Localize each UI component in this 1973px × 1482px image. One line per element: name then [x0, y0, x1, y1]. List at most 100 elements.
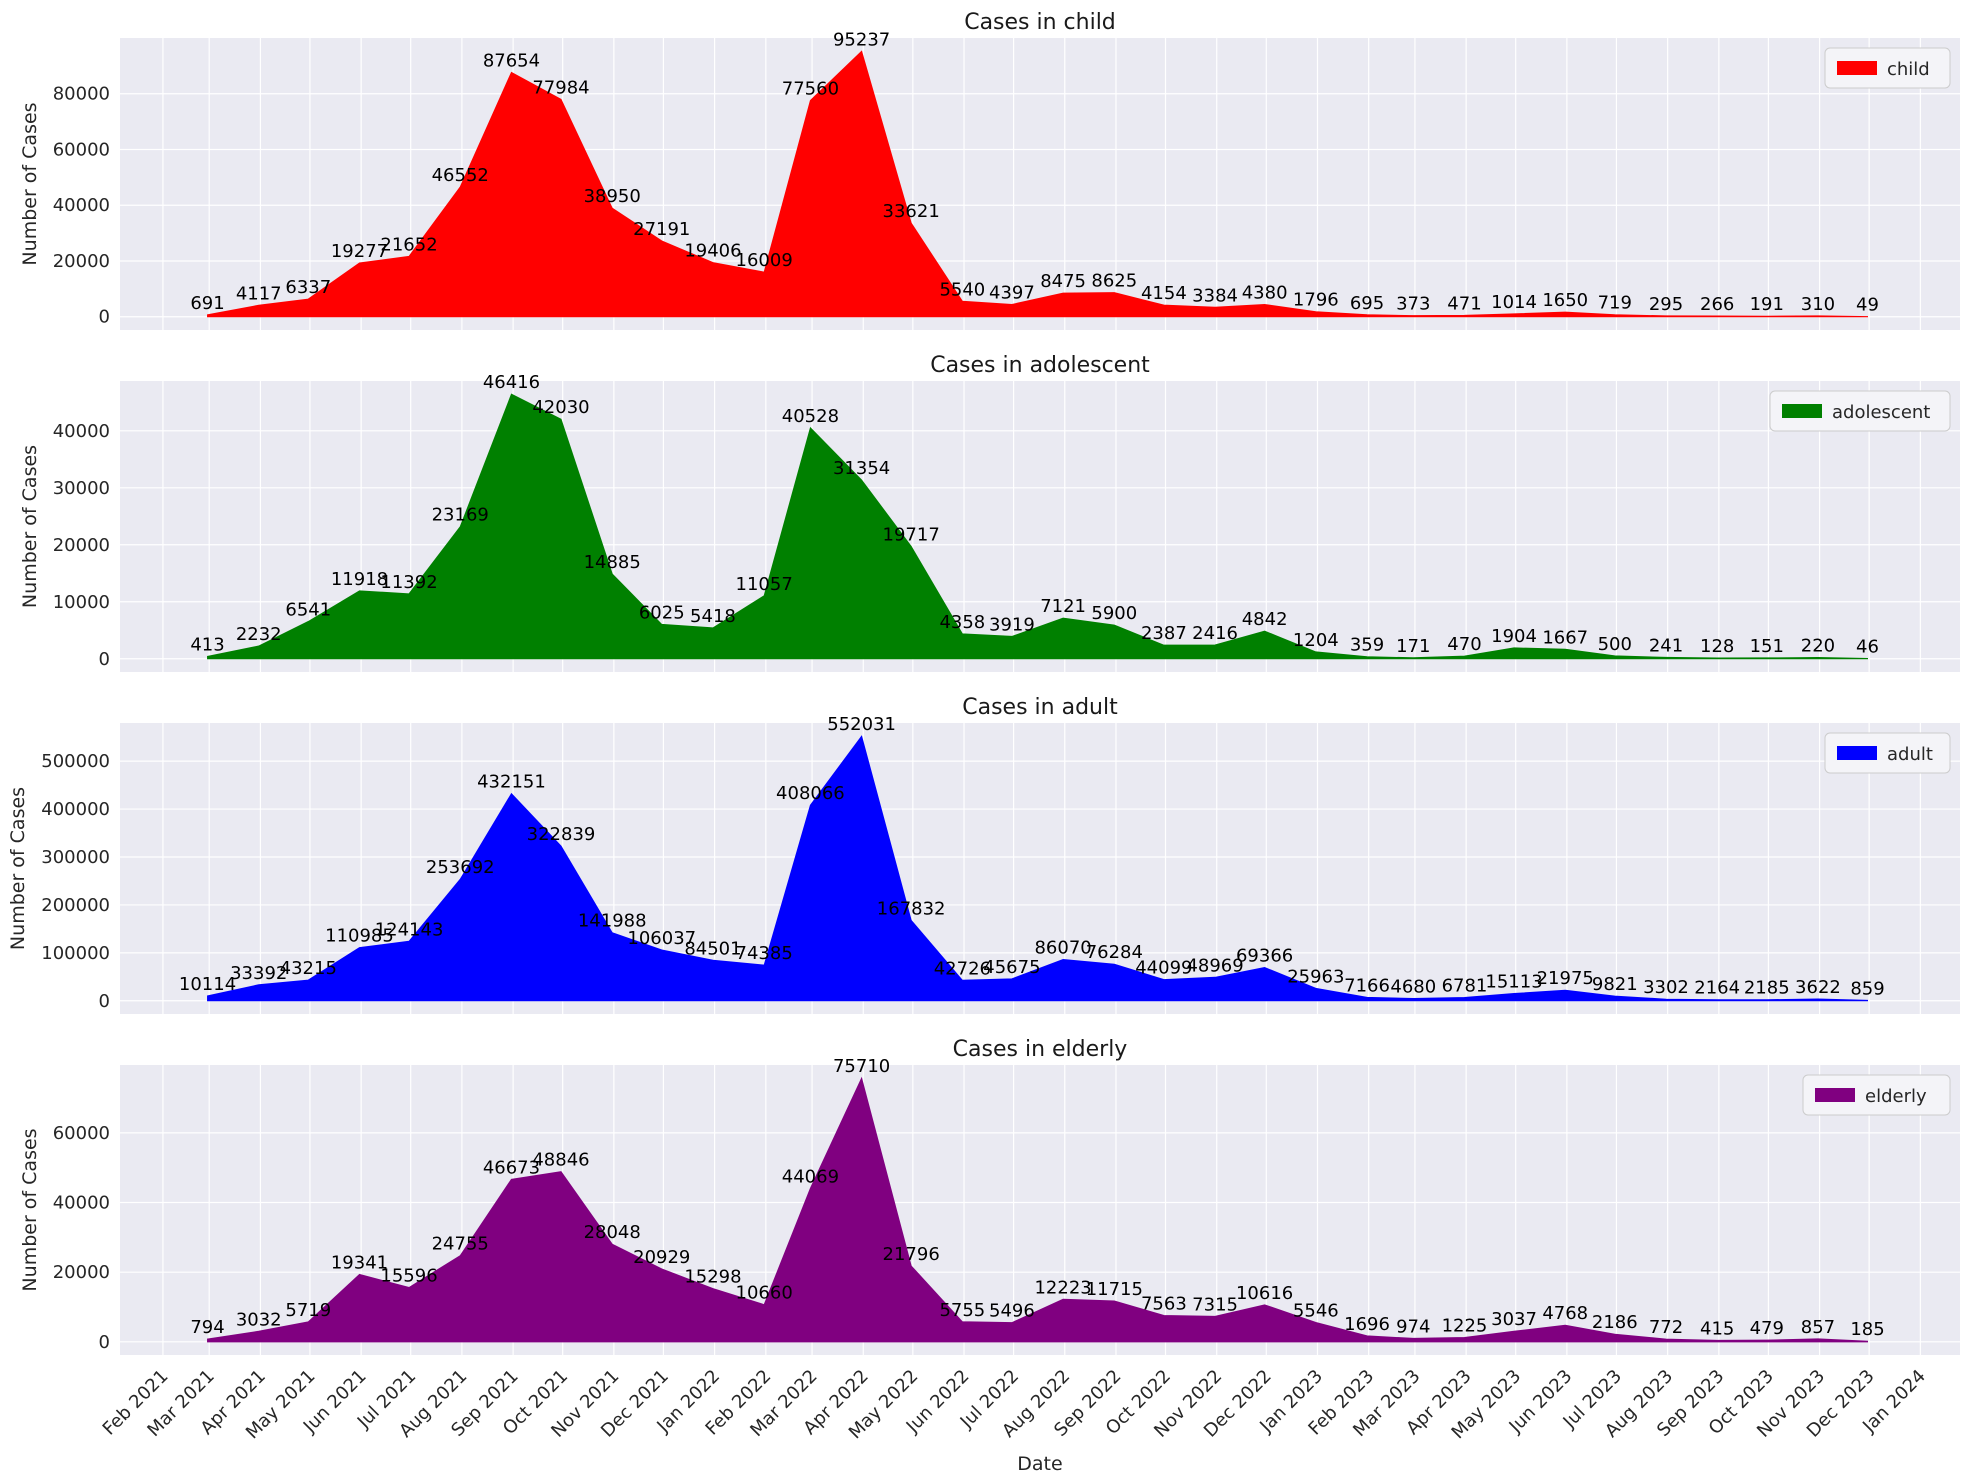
data-label: 87654 [483, 50, 540, 71]
data-label: 76284 [1086, 942, 1143, 963]
data-label: 10660 [736, 1283, 793, 1304]
y-tick-label: 500000 [41, 751, 110, 772]
data-label: 38950 [584, 186, 641, 207]
y-tick-label: 20000 [53, 1262, 110, 1283]
y-tick-label: 100000 [41, 943, 110, 964]
data-label: 266 [1700, 294, 1734, 315]
data-label: 5755 [939, 1300, 985, 1321]
data-label: 7121 [1040, 596, 1086, 617]
data-label: 3622 [1795, 977, 1841, 998]
x-axis-label: Date [1017, 1453, 1062, 1475]
y-tick-label: 200000 [41, 895, 110, 916]
area-series-child [207, 50, 1868, 318]
data-label: 6781 [1442, 976, 1488, 997]
data-label: 7166 [1344, 975, 1390, 996]
legend-box [1824, 47, 1951, 89]
data-label: 2416 [1192, 623, 1238, 644]
y-axis-label: Number of Cases [19, 445, 41, 608]
data-label: 151 [1750, 636, 1784, 657]
data-label: 95237 [833, 29, 890, 50]
data-label: 21652 [380, 234, 437, 255]
data-label: 2186 [1592, 1312, 1638, 1333]
data-label: 3919 [989, 614, 1035, 635]
data-label: 295 [1649, 294, 1683, 315]
data-label: 33392 [230, 963, 287, 984]
data-label: 413 [190, 634, 224, 655]
data-label: 69366 [1236, 946, 1293, 967]
legend-swatch [1837, 61, 1877, 75]
chart-title: Cases in child [964, 10, 1116, 35]
data-label: 43215 [280, 958, 337, 979]
y-tick-label: 10000 [53, 592, 110, 613]
y-tick-label: 0 [99, 1332, 110, 1353]
data-label: 2232 [236, 624, 282, 645]
data-label: 3302 [1643, 977, 1689, 998]
data-label: 322839 [527, 824, 596, 845]
data-label: 46673 [483, 1157, 540, 1178]
chart-panel-adult: 0 100000 200000 300000 400000 500000 101143339… [7, 695, 1960, 1014]
legend-box [1824, 732, 1951, 774]
data-label: 5900 [1091, 603, 1137, 624]
data-label: 859 [1850, 978, 1884, 999]
data-label: 33621 [883, 201, 940, 222]
data-label: 46416 [483, 372, 540, 393]
data-label: 220 [1801, 636, 1835, 657]
legend-swatch [1815, 1088, 1855, 1102]
data-label: 3032 [236, 1309, 282, 1330]
y-axis-label: Number of Cases [19, 1128, 41, 1291]
data-label: 15298 [684, 1267, 741, 1288]
data-label: 359 [1350, 635, 1384, 656]
chart-panel-child: 0 20000 40000 60000 80000 691 4117 633719277216… [19, 10, 1960, 330]
data-label: 28048 [584, 1222, 641, 1243]
data-label: 128 [1700, 636, 1734, 657]
data-label: 500 [1598, 634, 1632, 655]
y-tick-label: 30000 [53, 478, 110, 499]
data-label: 48846 [532, 1150, 589, 1171]
data-label: 167832 [877, 898, 946, 919]
data-label: 10616 [1236, 1283, 1293, 1304]
data-label: 6337 [285, 277, 331, 298]
data-label: 5540 [939, 279, 985, 300]
data-label: 471 [1447, 293, 1481, 314]
data-label: 772 [1649, 1317, 1683, 1338]
y-tick-label: 40000 [53, 1193, 110, 1214]
data-label: 77984 [532, 77, 589, 98]
data-label: 49 [1856, 295, 1879, 316]
data-label: 42726 [934, 958, 991, 979]
data-label: 3037 [1491, 1309, 1537, 1330]
data-label: 19406 [684, 241, 741, 262]
data-label: 4117 [236, 283, 282, 304]
data-label: 23169 [432, 505, 489, 526]
y-tick-label: 20000 [53, 251, 110, 272]
data-label: 77560 [782, 79, 839, 100]
data-label: 84501 [684, 938, 741, 959]
data-label: 4154 [1141, 283, 1187, 304]
data-label: 4768 [1542, 1303, 1588, 1324]
data-label: 253692 [426, 857, 495, 878]
area-series-adolescent [207, 393, 1868, 660]
data-label: 7315 [1192, 1294, 1238, 1315]
data-label: 1796 [1293, 290, 1339, 311]
data-label: 171 [1396, 636, 1430, 657]
data-label: 10114 [179, 974, 236, 995]
legend: adolescent [1769, 390, 1951, 432]
data-label: 241 [1649, 635, 1683, 656]
data-label: 14885 [584, 552, 641, 573]
data-label: 45675 [983, 957, 1040, 978]
data-label: 415 [1700, 1318, 1734, 1339]
data-label: 15596 [380, 1266, 437, 1287]
data-label: 5719 [285, 1300, 331, 1321]
area-series-adult [207, 735, 1868, 1002]
data-label: 5496 [989, 1301, 1035, 1322]
y-tick-label: 60000 [53, 1123, 110, 1144]
data-label: 691 [190, 293, 224, 314]
data-label: 12223 [1034, 1277, 1091, 1298]
data-label: 1696 [1344, 1314, 1390, 1335]
data-label: 11057 [736, 574, 793, 595]
data-label: 974 [1396, 1316, 1430, 1337]
data-label: 4680 [1390, 977, 1436, 998]
data-label: 11392 [380, 572, 437, 593]
